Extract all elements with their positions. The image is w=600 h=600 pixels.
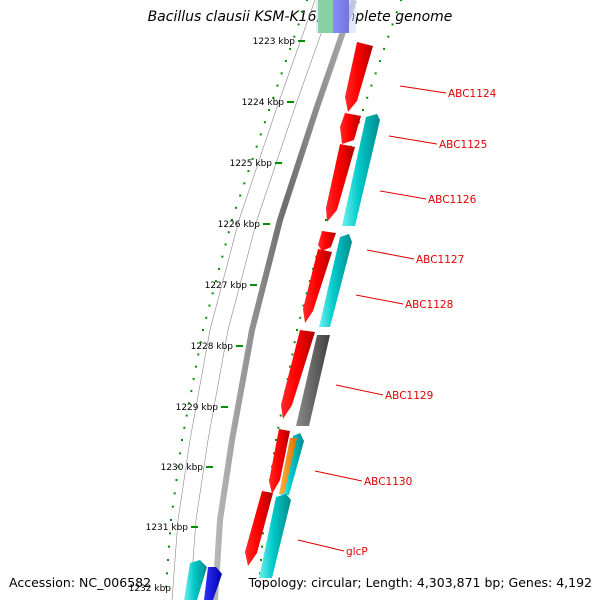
gene-arrow bbox=[204, 567, 222, 600]
gene-label-glcp: glcP bbox=[346, 546, 368, 558]
gene-arrow bbox=[318, 231, 336, 251]
gene-label-abc1126: ABC1126 bbox=[428, 194, 477, 206]
genome-backbone bbox=[212, 0, 357, 600]
gene-label-abc1125: ABC1125 bbox=[439, 139, 487, 151]
gene-label-abc1130: ABC1130 bbox=[364, 476, 412, 488]
kbp-label: 1228 kbp bbox=[191, 342, 234, 352]
gene-arrow bbox=[340, 113, 361, 144]
gene-arrow bbox=[259, 494, 291, 578]
gene-label-abc1128: ABC1128 bbox=[405, 299, 453, 311]
genome-title: Bacillus clausii KSM-K16, complete genom… bbox=[147, 9, 453, 25]
kbp-label: 1224 kbp bbox=[242, 98, 285, 108]
genome-summary-text: Topology: circular; Length: 4,303,871 bp… bbox=[248, 575, 592, 590]
gene-label-abc1124: ABC1124 bbox=[448, 88, 497, 100]
inner-guide-arc bbox=[189, 0, 334, 600]
gene-arrow bbox=[184, 560, 207, 600]
gene-arrow bbox=[345, 42, 373, 112]
selection-highlight bbox=[316, 0, 356, 33]
kbp-label: 1230 kbp bbox=[161, 463, 204, 473]
gene-label-abc1129: ABC1129 bbox=[385, 390, 433, 402]
reverse-strand-genes bbox=[184, 0, 380, 600]
kbp-label: 1225 kbp bbox=[230, 159, 273, 169]
gene-labels: ABC1124 ABC1125 ABC1126 ABC1127 ABC1128 … bbox=[346, 88, 497, 558]
kbp-label: 1226 kbp bbox=[218, 220, 261, 230]
kbp-label: 1229 kbp bbox=[176, 403, 219, 413]
forward-strand-genes bbox=[245, 42, 373, 566]
kbp-label: 1227 kbp bbox=[205, 281, 248, 291]
gene-label-abc1127: ABC1127 bbox=[416, 254, 464, 266]
gene-arrow bbox=[269, 429, 290, 494]
kbp-label: 1231 kbp bbox=[146, 523, 189, 533]
kbp-scale: 1223 kbp 1224 kbp 1225 kbp 1226 kbp 1227… bbox=[129, 37, 305, 594]
kbp-label: 1232 kbp bbox=[129, 584, 172, 594]
outer-guide-arc bbox=[171, 0, 316, 600]
gene-arrow bbox=[281, 330, 315, 419]
gene-arrow bbox=[342, 114, 380, 226]
gene-arrow bbox=[319, 234, 352, 327]
label-leaders bbox=[297, 85, 447, 552]
accession-text: Accession: NC_006582 bbox=[9, 575, 152, 590]
gene-arrow bbox=[279, 438, 297, 494]
kbp-label: 1223 kbp bbox=[253, 37, 296, 47]
gene-arrow bbox=[326, 144, 355, 222]
gene-arrow bbox=[303, 249, 332, 323]
gene-arrow bbox=[296, 335, 330, 426]
gene-arrow bbox=[245, 491, 273, 566]
